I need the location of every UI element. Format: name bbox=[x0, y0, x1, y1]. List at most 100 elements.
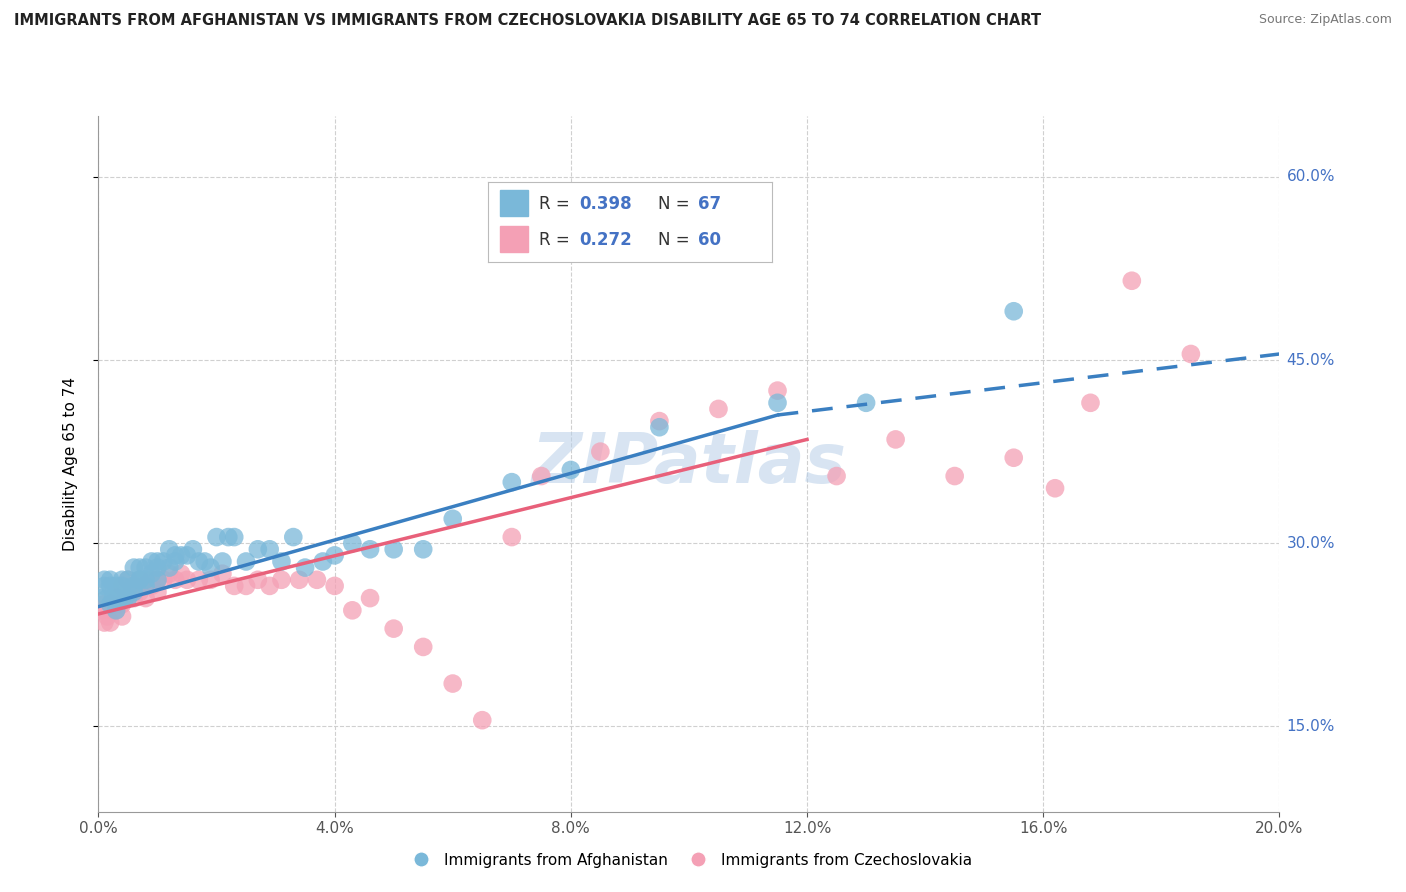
Text: 60: 60 bbox=[697, 231, 721, 249]
Point bbox=[111, 579, 134, 593]
Point bbox=[122, 591, 145, 606]
Point bbox=[122, 579, 145, 593]
Point bbox=[412, 640, 434, 654]
Point bbox=[96, 609, 118, 624]
Point bbox=[135, 579, 157, 593]
Point bbox=[111, 609, 134, 624]
Point bbox=[471, 713, 494, 727]
Point bbox=[217, 530, 239, 544]
Point bbox=[855, 396, 877, 410]
Point bbox=[181, 542, 204, 557]
Text: R =: R = bbox=[538, 194, 575, 212]
Point bbox=[105, 591, 128, 606]
Point bbox=[117, 591, 139, 606]
Text: Source: ZipAtlas.com: Source: ZipAtlas.com bbox=[1258, 13, 1392, 27]
Point bbox=[187, 573, 209, 587]
Point bbox=[259, 542, 281, 557]
Point bbox=[146, 573, 169, 587]
Point bbox=[235, 579, 257, 593]
Point bbox=[141, 579, 163, 593]
Point bbox=[117, 573, 139, 587]
Point bbox=[200, 560, 222, 574]
Point bbox=[312, 554, 335, 568]
Point bbox=[224, 530, 246, 544]
Point bbox=[530, 469, 553, 483]
Point bbox=[90, 603, 112, 617]
Point bbox=[884, 433, 907, 447]
Point bbox=[1002, 304, 1025, 318]
Point bbox=[93, 573, 115, 587]
Point bbox=[93, 615, 115, 630]
Text: N =: N = bbox=[658, 194, 695, 212]
Point bbox=[342, 603, 364, 617]
Point bbox=[105, 603, 128, 617]
Point bbox=[157, 560, 180, 574]
Point bbox=[111, 579, 134, 593]
Point bbox=[103, 591, 125, 606]
Point bbox=[200, 573, 222, 587]
Text: R =: R = bbox=[538, 231, 575, 249]
Point bbox=[176, 573, 198, 587]
Point bbox=[589, 444, 612, 458]
Legend: Immigrants from Afghanistan, Immigrants from Czechoslovakia: Immigrants from Afghanistan, Immigrants … bbox=[399, 847, 979, 873]
Point bbox=[114, 591, 136, 606]
Point bbox=[235, 554, 257, 568]
Point bbox=[1043, 481, 1066, 495]
Point bbox=[103, 603, 125, 617]
Point bbox=[128, 573, 150, 587]
Point bbox=[108, 591, 131, 606]
Point bbox=[382, 622, 405, 636]
Point bbox=[194, 554, 217, 568]
Point bbox=[105, 579, 128, 593]
Point bbox=[176, 549, 198, 563]
Point bbox=[165, 549, 187, 563]
Point bbox=[943, 469, 966, 483]
Point bbox=[211, 566, 233, 581]
Point bbox=[270, 554, 292, 568]
Point bbox=[205, 530, 228, 544]
Point bbox=[122, 560, 145, 574]
Point bbox=[105, 591, 128, 606]
Point bbox=[135, 560, 157, 574]
Point bbox=[128, 573, 150, 587]
Point bbox=[128, 573, 150, 587]
Point bbox=[359, 591, 381, 606]
Point bbox=[246, 542, 269, 557]
Bar bbox=[499, 226, 527, 252]
Point bbox=[128, 560, 150, 574]
Point bbox=[117, 573, 139, 587]
Point bbox=[96, 591, 118, 606]
Point bbox=[90, 591, 112, 606]
Point bbox=[157, 566, 180, 581]
Point bbox=[648, 420, 671, 434]
Point bbox=[1121, 274, 1143, 288]
Point bbox=[259, 579, 281, 593]
Point bbox=[111, 597, 134, 611]
Text: 60.0%: 60.0% bbox=[1286, 169, 1334, 185]
Point bbox=[1180, 347, 1202, 361]
Point bbox=[170, 549, 193, 563]
Text: 45.0%: 45.0% bbox=[1286, 352, 1334, 368]
Point bbox=[135, 591, 157, 606]
Text: 67: 67 bbox=[697, 194, 721, 212]
Point bbox=[141, 554, 163, 568]
Point bbox=[211, 554, 233, 568]
Point bbox=[135, 579, 157, 593]
Point bbox=[246, 573, 269, 587]
Text: IMMIGRANTS FROM AFGHANISTAN VS IMMIGRANTS FROM CZECHOSLOVAKIA DISABILITY AGE 65 : IMMIGRANTS FROM AFGHANISTAN VS IMMIGRANT… bbox=[14, 13, 1042, 29]
Point bbox=[93, 597, 115, 611]
Point bbox=[825, 469, 848, 483]
Point bbox=[146, 554, 169, 568]
Point bbox=[146, 560, 169, 574]
Text: N =: N = bbox=[658, 231, 695, 249]
Text: 15.0%: 15.0% bbox=[1286, 719, 1334, 734]
Point bbox=[501, 530, 523, 544]
Point bbox=[766, 384, 789, 398]
Point bbox=[152, 573, 174, 587]
Point bbox=[707, 401, 730, 416]
Text: 0.272: 0.272 bbox=[579, 231, 631, 249]
Point bbox=[305, 573, 328, 587]
Y-axis label: Disability Age 65 to 74: Disability Age 65 to 74 bbox=[63, 376, 77, 551]
Point bbox=[224, 579, 246, 593]
Bar bbox=[499, 190, 527, 217]
